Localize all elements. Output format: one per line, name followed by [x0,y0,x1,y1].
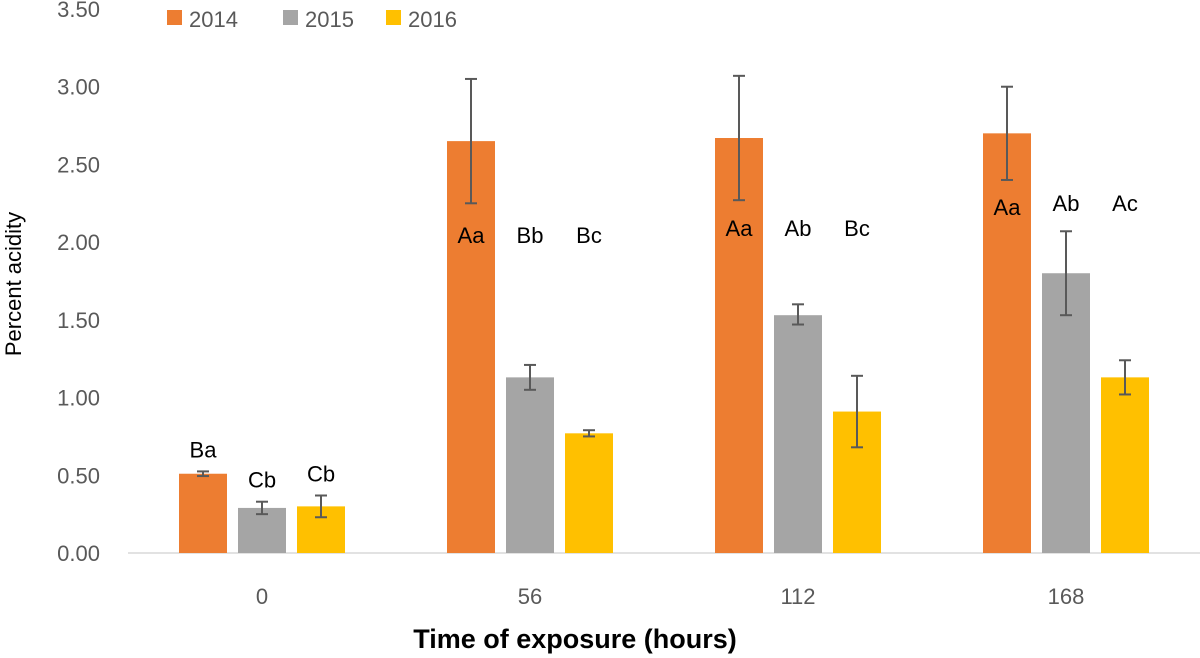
y-tick-label: 0.50 [57,463,100,488]
y-tick-label: 0.00 [57,541,100,566]
error-bar [792,303,804,326]
x-axis: 0 56 112 168 [256,584,1084,609]
error-bar [1001,85,1013,181]
error-bar [583,429,595,438]
significance-label: Cb [248,468,276,493]
significance-label: Cb [307,461,335,486]
significance-label: Ac [1112,191,1138,216]
legend-swatch [386,10,401,25]
y-tick-label: 2.00 [57,230,100,255]
legend: 2014 2015 2016 [167,7,457,32]
significance-label: Bc [576,223,602,248]
error-bar [197,470,209,478]
error-bar [733,74,745,202]
bar-2014-168 [983,133,1031,554]
bar-2015-112 [774,315,822,553]
significance-label: Ba [190,437,218,462]
error-bar [315,494,327,519]
x-tick-label: 0 [256,584,268,609]
x-tick-label: 56 [518,584,542,609]
legend-label: 2015 [305,7,354,32]
y-tick-label: 2.50 [57,152,100,177]
bar-2015-168 [1042,273,1090,553]
bars: Ba Cb Cb Aa Bb Bc Aa Ab Bc Aa Ab Ac [179,74,1149,554]
significance-label: Bb [517,223,544,248]
x-tick-label: 112 [780,584,815,609]
significance-label: Aa [994,195,1022,220]
significance-label: Aa [726,216,754,241]
y-tick-label: 1.50 [57,308,100,333]
significance-label: Aa [458,223,486,248]
significance-label: Bc [844,216,870,241]
y-tick-label: 1.00 [57,386,100,411]
error-bar [256,500,268,516]
legend-swatch [167,10,182,25]
bar-2015-0 [238,507,286,553]
legend-item-2016: 2016 [386,7,457,32]
x-tick-label: 168 [1048,584,1085,609]
legend-label: 2016 [408,7,457,32]
legend-item-2014: 2014 [167,7,238,32]
bar-2014-56 [447,141,495,553]
x-axis-label: Time of exposure (hours) [413,624,737,654]
legend-swatch [283,10,298,25]
y-axis: 0.00 0.50 1.00 1.50 2.00 2.50 3.00 3.50 [57,0,100,566]
significance-label: Ab [1053,191,1080,216]
bar-2016-168 [1101,377,1149,553]
y-tick-label: 3.50 [57,0,100,22]
error-bar [524,363,536,391]
error-bar [1119,359,1131,396]
error-bar [851,374,863,449]
bar-2014-112 [715,138,763,553]
error-bar [465,77,477,205]
bar-2014-0 [179,473,227,553]
bar-2015-56 [506,377,554,553]
bar-2016-56 [565,433,613,553]
y-axis-label: Percent acidity [1,212,26,356]
significance-label: Ab [785,216,812,241]
y-tick-label: 3.00 [57,75,100,100]
legend-label: 2014 [189,7,238,32]
error-bar [1060,230,1072,317]
legend-item-2015: 2015 [283,7,354,32]
